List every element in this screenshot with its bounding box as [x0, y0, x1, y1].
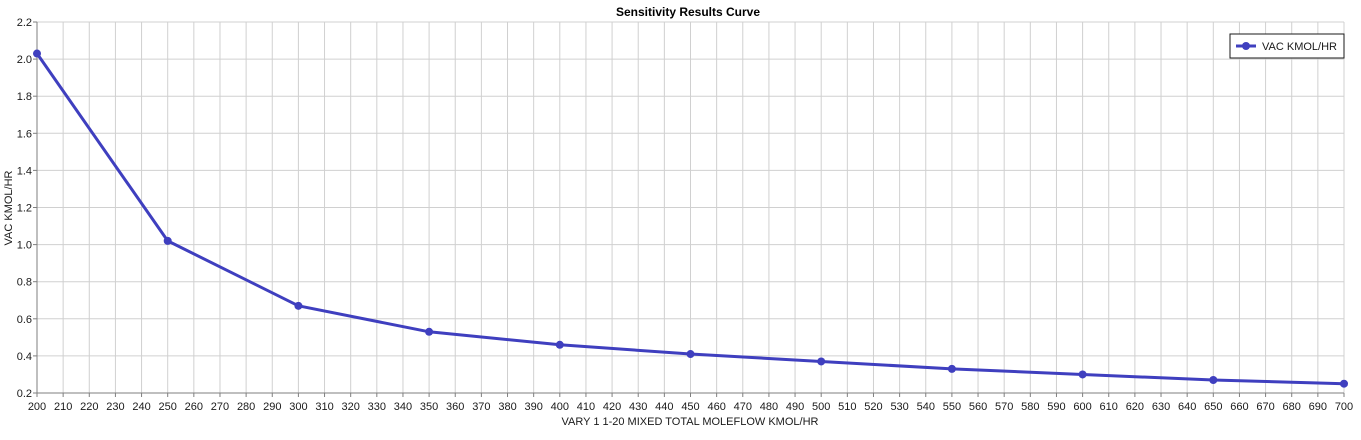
x-tick-label: 620 — [1126, 401, 1144, 413]
data-point — [1340, 379, 1348, 388]
x-tick-label: 530 — [890, 401, 908, 413]
y-tick-label: 1.6 — [17, 128, 32, 140]
x-tick-label: 490 — [786, 401, 804, 413]
legend: VAC KMOL/HR — [1229, 33, 1345, 59]
data-point — [163, 236, 172, 245]
data-point — [817, 357, 826, 366]
x-tick-label: 670 — [1256, 401, 1274, 413]
x-tick-label: 200 — [28, 401, 46, 413]
x-tick-label: 660 — [1230, 401, 1248, 413]
x-tick-label: 560 — [969, 401, 987, 413]
y-tick-label: 0.6 — [17, 314, 32, 326]
x-tick-label: 360 — [446, 401, 464, 413]
data-point — [947, 364, 956, 373]
x-tick-label: 640 — [1178, 401, 1196, 413]
x-tick-label: 330 — [368, 401, 386, 413]
x-tick-label: 290 — [263, 401, 281, 413]
x-tick-label: 470 — [734, 401, 752, 413]
y-tick-label: 2.0 — [17, 54, 32, 66]
series-layer — [33, 49, 1348, 388]
x-tick-label: 510 — [838, 401, 856, 413]
x-tick-label: 520 — [864, 401, 882, 413]
x-tick-label: 420 — [603, 401, 621, 413]
x-tick-label: 260 — [185, 401, 203, 413]
x-tick-label: 540 — [917, 401, 935, 413]
y-tick-label: 1.2 — [17, 203, 32, 215]
legend-label: VAC KMOL/HR — [1262, 41, 1337, 53]
data-point — [425, 327, 434, 336]
x-tick-label: 630 — [1152, 401, 1170, 413]
y-tick-label: 0.8 — [17, 277, 32, 289]
x-tick-label: 370 — [472, 401, 490, 413]
x-tick-label: 340 — [394, 401, 412, 413]
x-tick-label: 390 — [524, 401, 542, 413]
x-tick-label: 400 — [551, 401, 569, 413]
x-tick-label: 430 — [629, 401, 647, 413]
x-tick-label: 270 — [211, 401, 229, 413]
data-point — [294, 301, 303, 310]
x-axis-ticks: 200 210 220 230 240 250 260 270 280 290 300 310 320 3… — [28, 393, 1353, 413]
data-point — [33, 49, 41, 58]
x-tick-label: 700 — [1335, 401, 1353, 413]
x-tick-label: 240 — [132, 401, 150, 413]
data-point — [1078, 370, 1087, 379]
y-tick-label: 1.4 — [17, 165, 32, 177]
x-tick-label: 550 — [943, 401, 961, 413]
x-tick-label: 480 — [760, 401, 778, 413]
y-tick-label: 0.4 — [17, 351, 32, 363]
x-tick-label: 460 — [707, 401, 725, 413]
x-tick-label: 680 — [1283, 401, 1301, 413]
x-axis-title: VARY 1 1-20 MIXED TOTAL MOLEFLOW KMOL/HR — [562, 416, 819, 428]
x-tick-label: 580 — [1021, 401, 1039, 413]
x-tick-label: 280 — [237, 401, 255, 413]
x-tick-label: 310 — [315, 401, 333, 413]
x-tick-label: 250 — [159, 401, 177, 413]
legend-swatch-marker — [1242, 42, 1250, 50]
x-tick-label: 450 — [681, 401, 699, 413]
x-tick-label: 650 — [1204, 401, 1222, 413]
data-point — [555, 340, 564, 349]
x-tick-label: 570 — [995, 401, 1013, 413]
chart-title: Sensitivity Results Curve — [616, 5, 760, 19]
x-tick-label: 410 — [577, 401, 595, 413]
x-tick-label: 220 — [80, 401, 98, 413]
x-tick-label: 320 — [342, 401, 360, 413]
x-tick-label: 380 — [498, 401, 516, 413]
y-tick-label: 0.2 — [17, 388, 32, 400]
x-tick-label: 210 — [54, 401, 72, 413]
data-point — [1209, 376, 1218, 385]
x-tick-label: 590 — [1047, 401, 1065, 413]
x-tick-label: 610 — [1100, 401, 1118, 413]
x-tick-label: 440 — [655, 401, 673, 413]
y-tick-label: 2.2 — [17, 17, 32, 29]
x-tick-label: 230 — [106, 401, 124, 413]
y-tick-label: 1.8 — [17, 91, 32, 103]
y-tick-label: 1.0 — [17, 240, 32, 252]
grid-lines — [37, 21, 1345, 393]
data-point — [686, 350, 695, 359]
x-tick-label: 690 — [1309, 401, 1327, 413]
x-tick-label: 300 — [289, 401, 307, 413]
x-tick-label: 500 — [812, 401, 830, 413]
x-tick-label: 600 — [1073, 401, 1091, 413]
x-tick-label: 350 — [420, 401, 438, 413]
y-axis-ticks: 0.2 0.4 0.6 0.8 1.0 1.2 1.4 1.6 1.8 2.0 2.2 — [17, 17, 37, 400]
y-axis-title: VAC KMOL/HR — [3, 170, 15, 245]
